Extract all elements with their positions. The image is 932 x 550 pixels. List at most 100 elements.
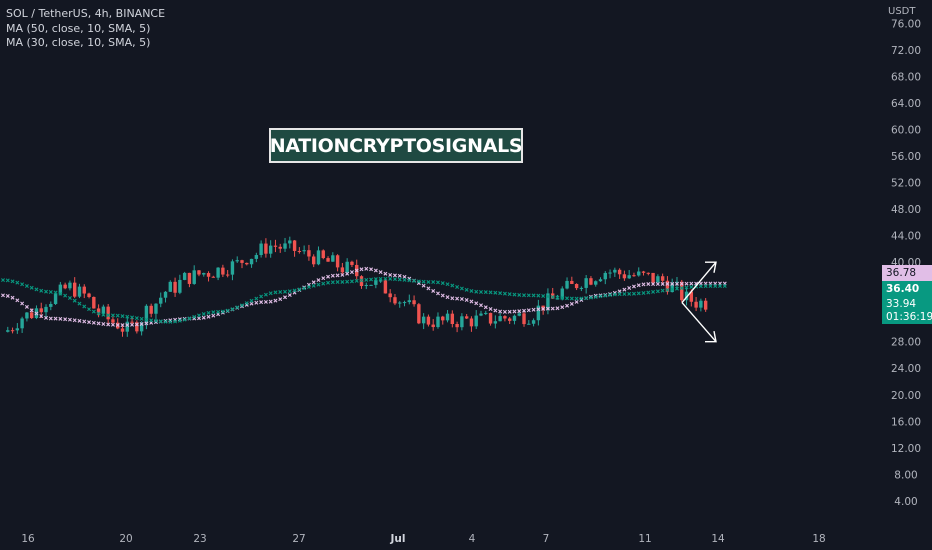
- candle-body: [570, 280, 574, 284]
- ma50-point: [541, 306, 546, 311]
- ma30-point: [388, 276, 393, 281]
- ma50-point: [670, 281, 675, 286]
- ma50-point: [278, 297, 283, 302]
- ma30-point: [235, 305, 240, 310]
- ma30-point: [507, 292, 512, 297]
- ma30-point: [565, 296, 570, 301]
- candle-body: [383, 280, 388, 294]
- last-price-tag: 33.94 01:36:19: [882, 297, 932, 324]
- ma50-point: [660, 281, 665, 286]
- candle-body: [622, 274, 627, 279]
- ma30-point: [555, 295, 560, 300]
- candle-body: [264, 243, 268, 254]
- ma30-point: [536, 293, 541, 298]
- ma50-point: [431, 288, 436, 293]
- price-tick-label: 76.00: [891, 18, 921, 30]
- candle-body: [144, 305, 149, 324]
- ma30-point: [464, 287, 469, 292]
- ma30-point: [498, 291, 503, 296]
- ma30-point: [560, 295, 565, 300]
- candle-body: [641, 271, 646, 273]
- ma50-point: [665, 281, 670, 286]
- ma50-point: [674, 281, 679, 286]
- ma30-point: [144, 317, 149, 322]
- ma50-point: [96, 321, 101, 326]
- candle-body: [417, 304, 421, 324]
- ma50-point: [560, 305, 565, 310]
- ma50-point: [153, 320, 158, 325]
- time-tick-label: 7: [543, 533, 550, 545]
- last-price-value: 33.94: [886, 298, 917, 310]
- ma30-point: [130, 315, 135, 320]
- ma30-point: [158, 319, 163, 324]
- ma30-point: [24, 284, 29, 289]
- ma50-legend[interactable]: MA (50, close, 10, SMA, 5): [6, 21, 151, 35]
- ma30-legend[interactable]: MA (30, close, 10, SMA, 5): [6, 36, 151, 49]
- ma50-point: [459, 297, 464, 301]
- candle-body: [292, 240, 297, 251]
- ma30-point: [550, 294, 555, 299]
- ma50-point: [651, 282, 656, 287]
- time-axis[interactable]: 16 20 23 27 Jul 4 7 11 14 18: [21, 533, 825, 545]
- ma30-point: [579, 296, 584, 301]
- candle-body: [202, 273, 206, 275]
- candle-body: [546, 293, 550, 310]
- ma30-point: [321, 281, 326, 286]
- candle-body: [345, 261, 349, 273]
- ma50-point: [259, 300, 264, 305]
- ma50-point: [287, 293, 292, 298]
- candle-body: [512, 315, 517, 321]
- candle-body: [187, 272, 192, 284]
- candle-body: [431, 324, 435, 328]
- price-tick-label: 72.00: [891, 45, 921, 57]
- candle-body: [326, 258, 330, 262]
- ma50-point: [144, 321, 149, 326]
- ma30-point: [541, 294, 546, 299]
- ma30-point: [192, 314, 197, 319]
- ma30-point: [273, 290, 278, 295]
- ma30-point: [598, 294, 603, 299]
- ma30-point: [708, 284, 713, 289]
- ma30-point: [15, 280, 20, 285]
- candle-body: [350, 261, 354, 265]
- ma50-point: [574, 299, 579, 304]
- ma30-point: [283, 289, 288, 294]
- candle-body: [154, 303, 158, 314]
- ma30-point: [397, 277, 402, 282]
- ma30-point: [134, 316, 139, 321]
- ma50-point: [326, 274, 331, 279]
- ma30-point: [670, 287, 675, 292]
- ma30-point: [206, 310, 211, 315]
- ma30-point: [72, 298, 77, 303]
- ma30-point: [698, 284, 703, 289]
- ma30-point: [383, 276, 388, 281]
- price-axis[interactable]: 76.00 72.00 68.00 64.00 60.00 56.00 52.00 48.00…: [891, 18, 921, 507]
- ma30-point: [345, 279, 350, 284]
- ma50-point: [364, 266, 369, 271]
- time-tick-label: 27: [292, 533, 305, 545]
- ma30-point: [689, 285, 694, 290]
- ma50-point: [58, 316, 63, 321]
- watermark-banner: NATIONCRYPTOSIGNALS: [269, 128, 523, 163]
- candle-body: [268, 245, 273, 254]
- candle-body: [211, 276, 216, 278]
- ma30-point: [216, 309, 221, 314]
- symbol-title[interactable]: SOL / TetherUS, 4h, BINANCE: [6, 7, 166, 20]
- ma50-point: [15, 298, 20, 303]
- ma30-point: [450, 283, 455, 288]
- candle-body: [321, 250, 325, 259]
- ma30-point: [244, 301, 249, 306]
- candle-body: [15, 328, 20, 331]
- candle-body: [20, 318, 24, 329]
- ma30-point: [359, 278, 364, 283]
- ma30-point: [254, 296, 259, 301]
- candle-body: [92, 296, 96, 309]
- ma30-point: [120, 314, 125, 319]
- candle-body: [340, 267, 345, 273]
- candle-body: [398, 302, 402, 304]
- ma50-point: [240, 304, 244, 309]
- ma30-point: [5, 278, 10, 283]
- ma30-point: [655, 289, 660, 294]
- candle-body: [608, 272, 612, 274]
